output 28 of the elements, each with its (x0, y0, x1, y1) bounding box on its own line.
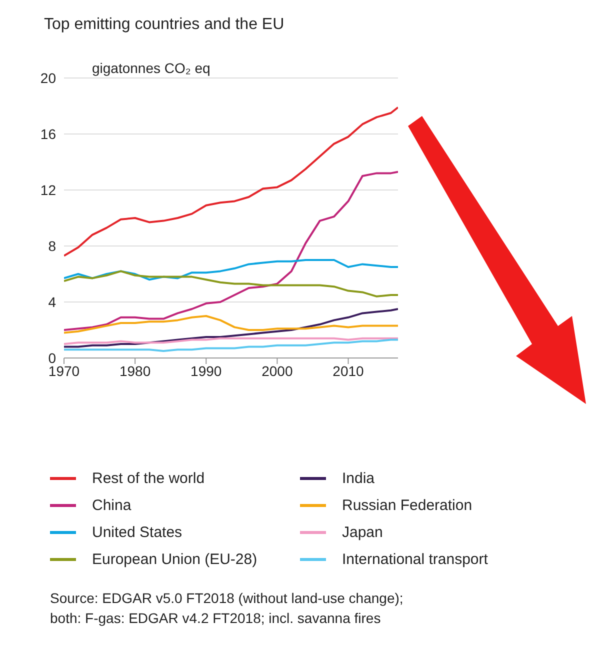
line-series (64, 308, 398, 348)
y-tick-label: 8 (48, 238, 56, 254)
y-tick-label: 16 (40, 126, 56, 142)
line-series (64, 259, 398, 281)
legend-label: Russian Federation (342, 497, 472, 514)
x-tick-label: 1990 (190, 362, 222, 379)
source-note: Source: EDGAR v5.0 FT2018 (without land-use change); (50, 589, 404, 608)
line-series (64, 315, 398, 334)
y-tick-label: 12 (40, 182, 56, 198)
line-series (64, 270, 398, 298)
x-tick-label: 1980 (119, 362, 151, 379)
line-series (64, 170, 398, 331)
line-series (64, 338, 398, 352)
x-tick-label: 2010 (332, 362, 364, 379)
legend-label: China (92, 497, 132, 514)
legend-label: Japan (342, 524, 383, 541)
chart-title: Top emitting countries and the EU (44, 16, 284, 34)
line-series (64, 106, 398, 257)
legend-label: Rest of the world (92, 470, 205, 487)
legend-label: European Union (EU-28) (92, 551, 258, 568)
y-axis-title: gigatonnes CO₂ eq (92, 60, 210, 76)
legend-label: India (342, 470, 375, 487)
text: both: F-gas: EDGAR v4.2 FT2018; incl. savanna fires (50, 609, 382, 628)
legend-label: United States (92, 524, 182, 541)
y-tick-label: 4 (48, 294, 56, 310)
x-tick-label: 2000 (262, 362, 293, 379)
legend-label: International transport (342, 551, 488, 568)
y-tick-label: 20 (40, 70, 56, 86)
